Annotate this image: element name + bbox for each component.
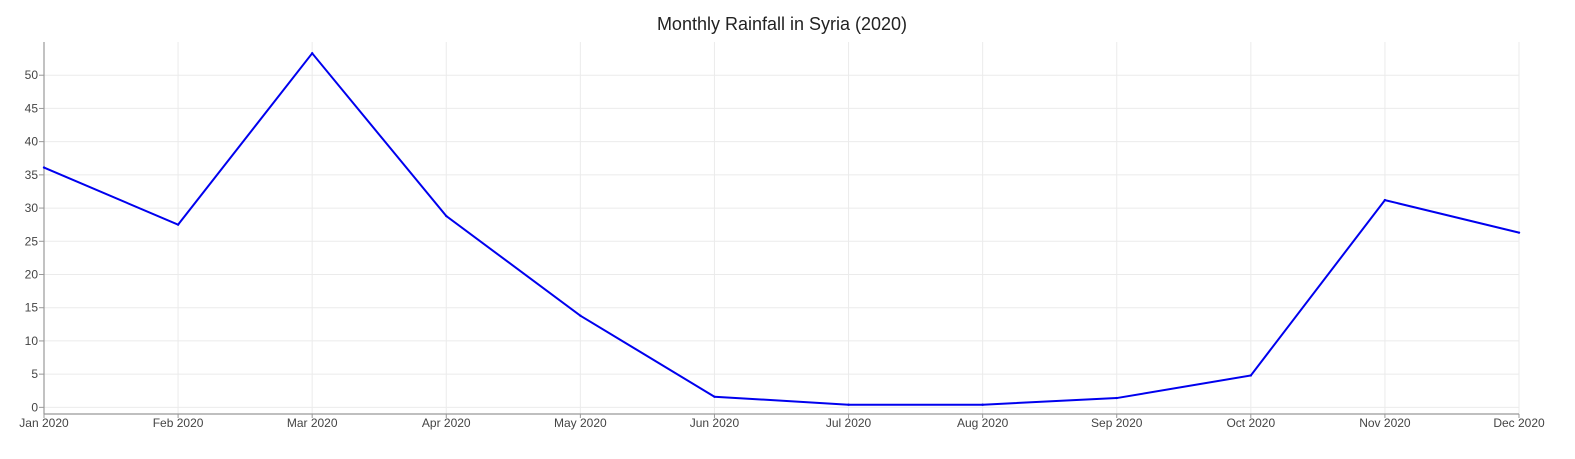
- data-point: [445, 214, 448, 218]
- y-tick-label: 20: [25, 268, 39, 282]
- x-tick-label: Nov 2020: [1359, 416, 1411, 430]
- chart-title: Monthly Rainfall in Syria (2020): [657, 14, 907, 34]
- data-point: [42, 166, 46, 169]
- y-tick-label: 35: [25, 168, 39, 182]
- data-point: [1517, 231, 1521, 234]
- y-tick-label: 40: [25, 135, 39, 149]
- y-tick-label: 45: [25, 101, 39, 115]
- y-tick-label: 5: [31, 367, 38, 381]
- data-point: [847, 403, 850, 406]
- series-group: [42, 51, 1521, 406]
- axes: [43, 42, 1519, 415]
- x-tick-label: Apr 2020: [422, 416, 471, 430]
- data-point: [1115, 396, 1118, 400]
- grid: [43, 42, 1520, 414]
- x-tick-label: Jun 2020: [690, 416, 740, 430]
- x-tick-label: Oct 2020: [1226, 416, 1275, 430]
- data-point: [579, 314, 582, 317]
- data-point: [176, 223, 180, 226]
- y-tick-label: 10: [25, 334, 39, 348]
- y-tick-label: 25: [25, 234, 39, 248]
- y-axis-ticks: 0 5 10 15 20 25 30 35 40 45 50: [25, 68, 44, 414]
- x-tick-label: Dec 2020: [1493, 416, 1545, 430]
- x-tick-label: Sep 2020: [1091, 416, 1143, 430]
- x-tick-label: Mar 2020: [287, 416, 338, 430]
- rainfall-series-line: [43, 51, 1520, 406]
- x-tick-label: Jan 2020: [19, 416, 69, 430]
- data-point: [1249, 374, 1253, 377]
- y-tick-label: 50: [25, 68, 39, 82]
- x-tick-label: May 2020: [554, 416, 607, 430]
- data-point: [981, 403, 984, 406]
- y-tick-label: 30: [25, 201, 39, 215]
- x-axis-ticks: Jan 2020 Feb 2020 Mar 2020 Apr 2020 May 2020…: [19, 414, 1545, 430]
- x-tick-label: Feb 2020: [153, 416, 204, 430]
- y-tick-label: 0: [31, 400, 38, 414]
- data-point: [1383, 198, 1387, 202]
- data-point: [310, 52, 314, 55]
- x-tick-label: Aug 2020: [957, 416, 1009, 430]
- x-tick-label: Jul 2020: [826, 416, 872, 430]
- data-point: [713, 395, 716, 398]
- y-tick-label: 15: [25, 301, 39, 315]
